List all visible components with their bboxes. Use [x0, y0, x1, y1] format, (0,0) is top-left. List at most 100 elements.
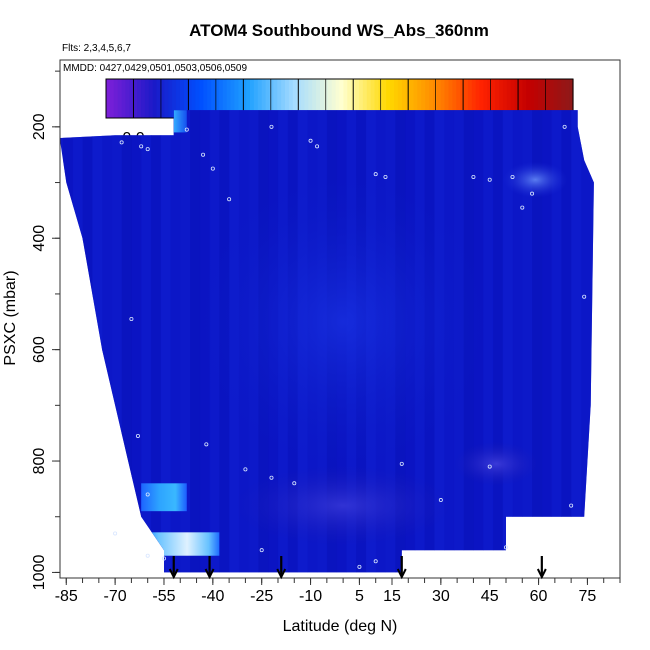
- colorbar-segment: [141, 79, 146, 118]
- curtain-column: [541, 110, 553, 573]
- x-axis: -85 -70 -55 -40 -25 -10 5 15 30 45 60 75: [55, 577, 621, 605]
- x-tick-label: -25: [250, 588, 273, 605]
- colorbar-segment: [390, 79, 395, 118]
- profile-dot: [399, 461, 404, 466]
- curtain-column: [180, 110, 191, 573]
- colorbar-segment: [327, 79, 333, 118]
- curtain-column: [522, 110, 533, 573]
- colorbar-segment: [432, 79, 438, 118]
- profile-arrow-head: [536, 568, 547, 580]
- colorbar-segment: [362, 79, 368, 118]
- colorbar-segment: [440, 79, 446, 118]
- colorbar-segment: [269, 79, 274, 118]
- colorbar-segment: [545, 79, 551, 118]
- colorbar-segment: [495, 79, 500, 118]
- curtain-column: [102, 110, 113, 573]
- colorbar-segment: [460, 79, 465, 118]
- colorbar-segment: [534, 79, 539, 118]
- x-axis-label: Latitude (deg N): [283, 618, 398, 635]
- colorbar-segment: [370, 79, 376, 118]
- colorbar-segment: [152, 79, 158, 118]
- colorbar-segment: [218, 79, 224, 118]
- colorbar-segment: [467, 79, 473, 118]
- colorbar-segment: [335, 79, 341, 118]
- colorbar-segment: [530, 79, 535, 118]
- colorbar-segment: [471, 79, 477, 118]
- colorbar-segment: [183, 79, 189, 118]
- curtain-column: [561, 110, 572, 573]
- profile-dot: [204, 442, 209, 447]
- profile-dot: [119, 140, 124, 145]
- colorbar-segment: [510, 79, 516, 118]
- profile-dot: [210, 166, 215, 171]
- profile-dot: [487, 177, 492, 182]
- dates-label: MMDD: 0427,0429,0501,0503,0506,0509: [63, 63, 247, 74]
- x-tick-label: 15: [383, 588, 401, 605]
- colorbar-segment: [421, 79, 426, 118]
- colorbar-segment: [176, 79, 181, 118]
- profile-dot: [383, 174, 388, 179]
- colorbar-segment: [117, 79, 123, 118]
- colorbar-segment: [199, 79, 204, 118]
- colorbar-segment: [249, 79, 255, 118]
- colorbar-segment: [187, 79, 193, 118]
- colorbar-segment: [491, 79, 496, 118]
- profile-arrow-head: [396, 568, 407, 580]
- profile-dot: [139, 144, 144, 149]
- upper-right-patch: [503, 161, 568, 198]
- curtain-column: [512, 110, 523, 573]
- colorbar-segment: [265, 79, 271, 118]
- colorbar-segment: [238, 79, 243, 118]
- colorbar-segment: [113, 79, 119, 118]
- x-tick-label: 5: [355, 588, 364, 605]
- colorbar-segment: [121, 79, 127, 118]
- y-tick-label: 600: [31, 336, 48, 363]
- colorbar-segment: [296, 79, 302, 118]
- colorbar-segment: [125, 79, 130, 118]
- colorbar-segment: [436, 79, 442, 118]
- curtain-features: [141, 110, 568, 556]
- profile-dot: [373, 172, 378, 177]
- colorbar-segment: [316, 79, 321, 118]
- profile-dot: [145, 553, 150, 558]
- curtain-layer: [60, 110, 594, 573]
- colorbar-segment: [429, 79, 434, 118]
- profile-dot: [145, 492, 150, 497]
- colorbar-segment: [148, 79, 154, 118]
- x-tick-label: 45: [481, 588, 499, 605]
- colorbar-segment: [565, 79, 570, 118]
- colorbar-segment: [304, 79, 309, 118]
- colorbar-segment: [207, 79, 212, 118]
- curtain-column: [121, 110, 132, 573]
- colorbar-segment: [312, 79, 317, 118]
- colorbar-segment: [179, 79, 185, 118]
- colorbar-segment: [393, 79, 399, 118]
- profile-dot: [269, 475, 274, 480]
- curtain-column: [532, 110, 543, 573]
- colorbar-segment: [452, 79, 457, 118]
- profile-dot: [129, 316, 134, 321]
- colorbar-segment: [355, 79, 360, 118]
- profile-dot: [201, 152, 206, 157]
- colorbar-segment: [222, 79, 228, 118]
- colorbar-segment: [541, 79, 547, 118]
- profile-dot: [243, 467, 248, 472]
- profile-dots: [113, 124, 587, 569]
- curtain-column: [92, 110, 103, 573]
- y-tick-label: 200: [31, 113, 48, 140]
- colorbar-segment: [386, 79, 391, 118]
- profile-dot: [569, 503, 574, 508]
- colorbar-segment: [300, 79, 306, 118]
- colorbar-segment: [168, 79, 173, 118]
- x-tick-label: -85: [55, 588, 78, 605]
- colorbar-segment: [487, 79, 492, 118]
- light-blue-band: [147, 532, 220, 556]
- flights-label: Flts: 2,3,4,5,6,7: [62, 43, 131, 54]
- colorbar-segment: [137, 79, 142, 118]
- curtain-column: [111, 110, 123, 573]
- x-tick-label: -40: [201, 588, 224, 605]
- curtain-column: [131, 110, 142, 573]
- colorbar-segment: [230, 79, 236, 118]
- profile-dot: [135, 433, 140, 438]
- profile-dot: [487, 464, 492, 469]
